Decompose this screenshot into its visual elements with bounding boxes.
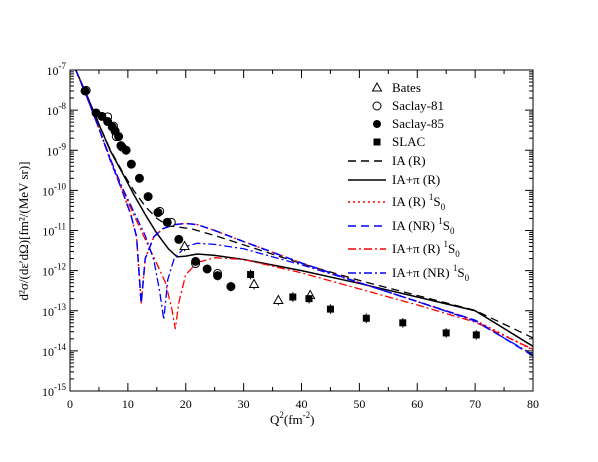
slac-point: [362, 314, 370, 322]
saclay85-point: [153, 208, 163, 218]
saclay85-point: [97, 111, 107, 121]
legend-label-7: IA (NR) 1S0: [392, 216, 455, 236]
slac-point: [247, 271, 255, 279]
legend-marker-saclay81: [372, 101, 382, 111]
y-tick-label: 10-14: [42, 342, 66, 359]
legend-label-3: SLAC: [392, 134, 425, 149]
y-tick-label: 10-13: [42, 302, 66, 319]
y-tick-label: 10-7: [47, 61, 67, 78]
y-axis: 10-15 10-14 10-13 10-12 10-11 10-10 10-9 10-8 10…: [42, 61, 533, 399]
curve-4: [75, 70, 533, 350]
saclay85-point: [213, 271, 223, 281]
y-tick-label: 10-8: [47, 101, 67, 118]
x-tick-label: 70: [469, 397, 481, 411]
y-tick-label: 10-12: [42, 262, 66, 279]
bates-point: [248, 278, 260, 289]
saclay85-point: [202, 264, 212, 274]
legend-label-6: IA (R) 1S0: [392, 192, 446, 212]
data-points: [80, 85, 480, 339]
y-axis-title: d²σ/(dε′dΩ)[fm²/(MeV sr)]: [16, 161, 31, 300]
saclay85-point: [174, 234, 184, 244]
legend-label-0: Bates: [392, 80, 421, 95]
saclay85-point: [226, 282, 236, 292]
x-tick-label: 40: [296, 397, 308, 411]
curve-0: [75, 70, 533, 339]
saclay85-point: [162, 217, 172, 227]
legend-marker-saclay85: [373, 120, 381, 128]
x-tick-label: 20: [180, 397, 192, 411]
slac-point: [289, 293, 297, 301]
x-tick-label: 60: [411, 397, 423, 411]
legend-marker-bates: [371, 81, 383, 92]
saclay85-point: [80, 86, 90, 96]
x-axis-title: Q2(fm-2): [270, 410, 315, 427]
saclay85-point: [121, 145, 131, 155]
bates-point: [272, 294, 284, 305]
slac-point: [399, 319, 407, 327]
legend-marker-slac: [373, 138, 381, 146]
legend-label-9: IA+π (NR) 1S0: [392, 263, 470, 283]
x-axis: 0 10 20 30 40 50 60 70 80: [67, 70, 539, 411]
error-bars: [184, 241, 477, 340]
legend-label-2: Saclay-85: [392, 116, 444, 131]
saclay85-point: [114, 132, 124, 142]
saclay85-point: [191, 256, 201, 266]
x-tick-label: 80: [527, 397, 539, 411]
saclay85-point: [126, 159, 136, 169]
saclay85-point: [143, 192, 153, 202]
legend-label-1: Saclay-81: [392, 98, 444, 113]
legend-label-5: IA+π (R): [392, 172, 440, 187]
curve-5: [75, 70, 533, 356]
y-tick-label: 10-9: [47, 141, 67, 158]
y-tick-label: 10-11: [42, 222, 66, 239]
slac-point: [305, 295, 313, 303]
slac-point: [326, 305, 334, 313]
legend-label-8: IA+π (R) 1S0: [392, 239, 460, 259]
slac-point: [442, 329, 450, 337]
slac-point: [472, 331, 480, 339]
legend: Bates Saclay-81 Saclay-85 SLAC IA (R) IA+π (R…: [348, 80, 470, 283]
x-tick-label: 0: [67, 397, 73, 411]
y-tick-label: 10-10: [42, 181, 66, 198]
curve-1: [75, 70, 533, 347]
y-tick-label: 10-15: [42, 382, 66, 399]
x-tick-label: 10: [122, 397, 134, 411]
x-tick-label: 30: [238, 397, 250, 411]
model-curves: [75, 70, 533, 357]
plot-frame: [69, 69, 534, 392]
saclay85-point: [134, 173, 144, 183]
bates-point: [179, 240, 190, 250]
legend-label-4: IA (R): [392, 153, 426, 168]
x-tick-label: 50: [353, 397, 365, 411]
